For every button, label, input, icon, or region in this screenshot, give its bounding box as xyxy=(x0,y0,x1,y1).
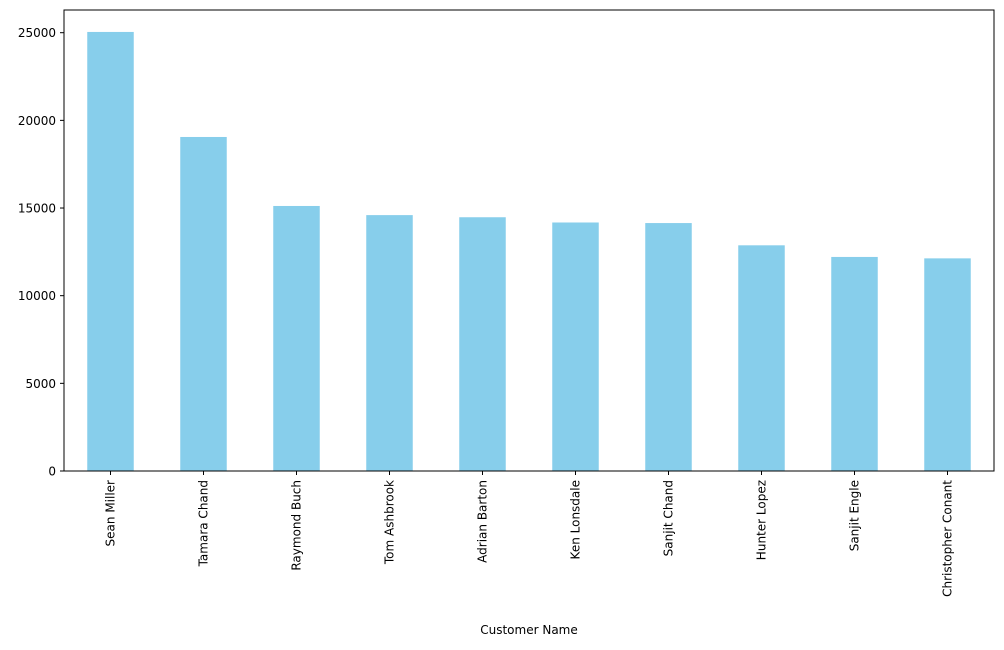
x-tick-label: Christopher Conant xyxy=(941,480,955,597)
x-axis-label: Customer Name xyxy=(480,623,578,637)
bar-sean-miller xyxy=(87,31,134,471)
x-tick-label: Sanjit Engle xyxy=(848,480,862,551)
plot-frame xyxy=(63,9,995,472)
y-tick-label: 20000 xyxy=(18,114,56,128)
x-tick-label: Raymond Buch xyxy=(290,480,304,571)
bar-christopher-conant xyxy=(924,258,971,471)
bar-adrian-barton xyxy=(459,217,506,471)
y-axis: 0 5000 10000 15000 20000 25000 xyxy=(18,26,64,479)
y-tick-label: 15000 xyxy=(18,202,56,216)
x-tick-label: Tamara Chand xyxy=(197,480,211,567)
bar-ken-lonsdale xyxy=(552,222,599,471)
x-axis: Sean Miller Tamara Chand Raymond Buch Tom A… xyxy=(104,471,955,597)
y-tick-label: 5000 xyxy=(25,377,56,391)
y-tick-label: 25000 xyxy=(18,26,56,40)
x-tick-label: Tom Ashbrook xyxy=(383,480,397,565)
x-tick-label: Sean Miller xyxy=(104,480,118,547)
bar-sanjit-chand xyxy=(645,223,692,471)
bar-tom-ashbrook xyxy=(366,215,413,471)
x-tick-label: Hunter Lopez xyxy=(755,480,769,560)
bars-layer xyxy=(87,31,971,472)
x-tick-label: Ken Lonsdale xyxy=(569,480,583,559)
bar-sanjit-engle xyxy=(831,256,878,471)
x-tick-label: Sanjit Chand xyxy=(662,480,676,556)
x-tick-label: Adrian Barton xyxy=(476,480,490,563)
y-tick-label: 10000 xyxy=(18,289,56,303)
bar-tamara-chand xyxy=(180,136,227,472)
bar-hunter-lopez xyxy=(738,245,785,471)
y-tick-label: 0 xyxy=(48,465,56,479)
bar-raymond-buch xyxy=(273,205,320,471)
